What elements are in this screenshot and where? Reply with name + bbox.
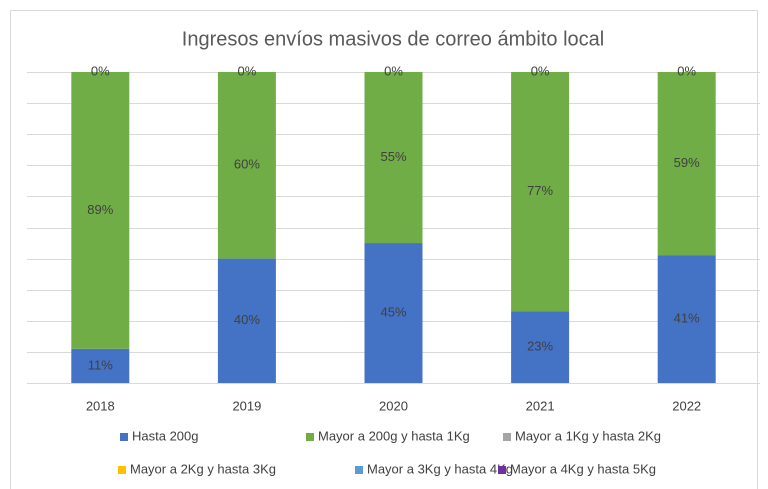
- x-tick-label: 2019: [232, 398, 261, 413]
- data-label: 89%: [87, 202, 113, 217]
- data-label: 77%: [527, 183, 553, 198]
- bar-segment: [364, 72, 423, 244]
- bar-segment: [364, 243, 423, 383]
- x-tick-label: 2018: [86, 398, 115, 413]
- legend-swatch: [120, 433, 128, 441]
- legend-swatch: [503, 433, 511, 441]
- data-label: 41%: [674, 311, 700, 326]
- legend-label: Mayor a 200g y hasta 1Kg: [318, 428, 470, 443]
- legend-label: Mayor a 4Kg y hasta 5Kg: [510, 461, 656, 476]
- bar-segment: [217, 258, 276, 383]
- bar-segment: [511, 72, 570, 312]
- legend-label: Mayor a 2Kg y hasta 3Kg: [130, 461, 276, 476]
- bar-segment: [511, 311, 570, 383]
- bar-segment: [71, 348, 130, 383]
- x-tick-label: 2020: [379, 398, 408, 413]
- data-label: 23%: [527, 339, 553, 354]
- legend-swatch: [118, 466, 126, 474]
- legend-label: Hasta 200g: [132, 428, 199, 443]
- data-label: 40%: [234, 312, 260, 327]
- bar-segment: [71, 72, 130, 349]
- legend-swatch: [355, 466, 363, 474]
- data-label: 0%: [677, 63, 696, 78]
- chart-title: Ingresos envíos masivos de correo ámbito…: [182, 28, 604, 50]
- legend-swatch: [306, 433, 314, 441]
- data-label: 45%: [380, 304, 406, 319]
- data-label: 11%: [88, 357, 113, 372]
- data-label: 0%: [91, 63, 110, 78]
- bar-segment: [657, 255, 716, 383]
- data-label: 59%: [674, 155, 700, 170]
- x-tick-label: 2021: [526, 398, 555, 413]
- legend-swatch: [498, 466, 506, 474]
- legend-label: Mayor a 1Kg y hasta 2Kg: [515, 428, 661, 443]
- data-label: 55%: [380, 149, 406, 164]
- x-tick-label: 2022: [672, 398, 701, 413]
- data-label: 0%: [238, 63, 257, 78]
- bar-segment: [657, 72, 716, 256]
- legend-label: Mayor a 3Kg y hasta 4Kg: [367, 461, 513, 476]
- bar-segment: [217, 72, 276, 259]
- data-label: 0%: [384, 63, 403, 78]
- data-label: 60%: [234, 157, 260, 172]
- data-label: 0%: [531, 63, 550, 78]
